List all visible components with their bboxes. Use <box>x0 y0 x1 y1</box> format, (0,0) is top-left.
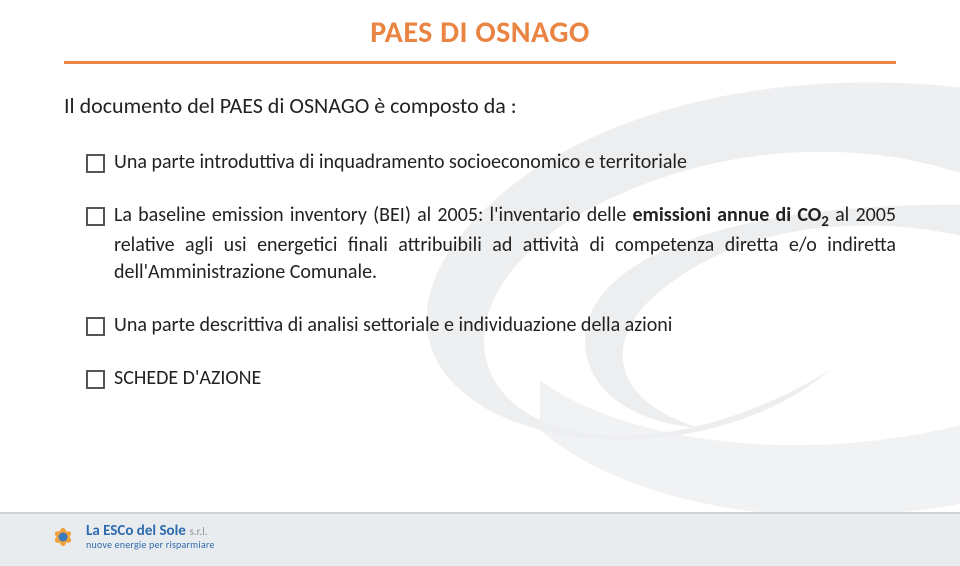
logo-flower-icon <box>46 520 80 554</box>
footer-logo: La ESCo del Sole s.r.l. nuove energie pe… <box>46 520 215 554</box>
slide-title: PAES DI OSNAGO <box>370 14 590 51</box>
title-row: PAES DI OSNAGO <box>64 14 896 51</box>
footer-rule <box>0 512 960 514</box>
title-underline <box>64 61 896 64</box>
content-area: PAES DI OSNAGO Il documento del PAES di … <box>0 0 960 392</box>
logo-srl-text: s.r.l. <box>189 525 207 538</box>
bullet-list: Una parte introduttiva di inquadramento … <box>64 149 896 392</box>
logo-text-block: La ESCo del Sole s.r.l. nuove energie pe… <box>86 523 215 550</box>
bullet-text: Una parte descrittiva di analisi settori… <box>114 313 672 337</box>
intro-text: Il documento del PAES di OSNAGO è compos… <box>64 92 896 119</box>
footer: La ESCo del Sole s.r.l. nuove energie pe… <box>0 512 960 566</box>
bullet-item: SCHEDE D'AZIONE <box>86 365 896 392</box>
bullet-item: Una parte introduttiva di inquadramento … <box>86 149 896 176</box>
bullet-item: Una parte descrittiva di analisi settori… <box>86 312 896 339</box>
logo-tagline: nuove energie per risparmiare <box>86 540 215 551</box>
bullet-text-pre: La baseline emission inventory (BEI) al … <box>114 203 632 227</box>
slide: PAES DI OSNAGO Il documento del PAES di … <box>0 0 960 566</box>
bullet-item: La baseline emission inventory (BEI) al … <box>86 202 896 286</box>
bullet-text-bold: emissioni annue di CO <box>632 203 821 227</box>
bullet-text-subscript: 2 <box>821 213 829 231</box>
bullet-text: SCHEDE D'AZIONE <box>114 366 261 390</box>
bullet-text: Una parte introduttiva di inquadramento … <box>114 150 687 174</box>
